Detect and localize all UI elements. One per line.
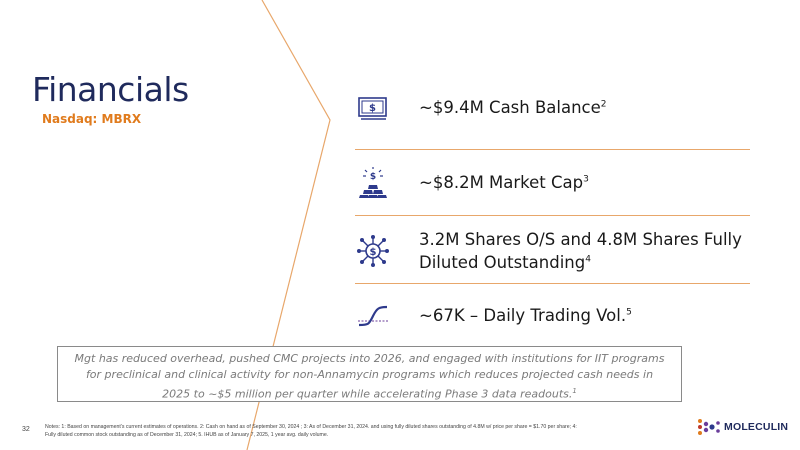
page-number: 32: [22, 426, 30, 433]
footnotes: Notes: 1: Based on management’s current …: [45, 424, 577, 438]
financial-item-cash: $ ~$9.4M Cash Balance2: [355, 90, 750, 126]
financial-item-trading-volume: ~67K – Daily Trading Vol.5: [355, 298, 750, 334]
divider: [355, 215, 750, 216]
divider: [355, 149, 750, 150]
financial-item-market-cap: $ ~$8.2M Market Cap3: [355, 165, 750, 201]
molecule-logo-icon: [698, 419, 720, 435]
page-subtitle: Nasdaq: MBRX: [42, 112, 142, 126]
item-text: ~$9.4M Cash Balance2: [419, 98, 607, 118]
logo-text: MOLECULIN: [724, 421, 789, 433]
cash-icon: $: [355, 90, 391, 126]
moleculin-logo: MOLECULIN: [697, 417, 788, 437]
item-text: ~$8.2M Market Cap3: [419, 173, 589, 193]
svg-text:$: $: [369, 103, 376, 114]
gold-bars-icon: $: [355, 165, 391, 201]
cash-needs-note: Mgt has reduced overhead, pushed CMC pro…: [57, 346, 682, 402]
financial-item-shares: $ 3.2M Shares O/S and 4.8M Shares: [355, 228, 750, 274]
svg-text:$: $: [370, 247, 377, 258]
page-title: Financials: [32, 70, 189, 109]
divider: [355, 283, 750, 284]
trading-curve-icon: [355, 298, 391, 334]
item-text: 3.2M Shares O/S and 4.8M Shares Fully Di…: [419, 230, 742, 273]
svg-text:$: $: [370, 172, 376, 182]
item-text: ~67K – Daily Trading Vol.5: [419, 306, 632, 326]
network-dollar-icon: $: [355, 233, 391, 269]
